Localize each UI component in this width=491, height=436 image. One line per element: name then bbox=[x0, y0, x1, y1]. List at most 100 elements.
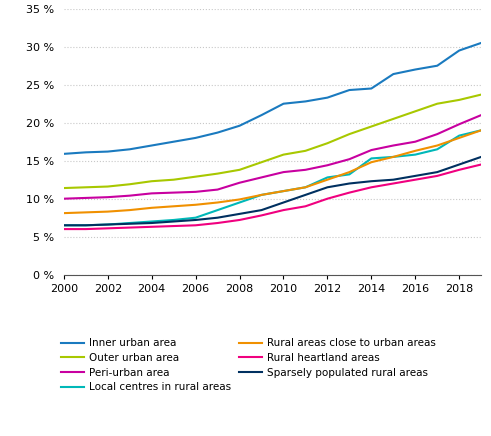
Peri-urban area bbox=[478, 112, 484, 118]
Rural heartland areas bbox=[347, 190, 353, 195]
Rural heartland areas bbox=[412, 177, 418, 182]
Outer urban area bbox=[325, 140, 330, 146]
Peri-urban area bbox=[237, 180, 243, 185]
Rural heartland areas bbox=[435, 173, 440, 178]
Rural areas close to urban areas bbox=[478, 128, 484, 133]
Local centres in rural areas bbox=[149, 219, 155, 224]
Outer urban area bbox=[61, 185, 67, 191]
Peri-urban area bbox=[280, 170, 286, 175]
Sparsely populated rural areas bbox=[280, 200, 286, 205]
Rural areas close to urban areas bbox=[127, 208, 133, 213]
Sparsely populated rural areas bbox=[192, 218, 198, 223]
Outer urban area bbox=[171, 177, 177, 182]
Sparsely populated rural areas bbox=[368, 179, 374, 184]
Outer urban area bbox=[280, 152, 286, 157]
Inner urban area bbox=[105, 149, 110, 154]
Inner urban area bbox=[280, 101, 286, 106]
Inner urban area bbox=[61, 151, 67, 157]
Local centres in rural areas bbox=[215, 208, 220, 213]
Sparsely populated rural areas bbox=[105, 222, 110, 227]
Peri-urban area bbox=[435, 132, 440, 137]
Sparsely populated rural areas bbox=[127, 221, 133, 226]
Rural heartland areas bbox=[325, 196, 330, 201]
Rural heartland areas bbox=[215, 220, 220, 225]
Outer urban area bbox=[368, 124, 374, 129]
Peri-urban area bbox=[390, 143, 396, 148]
Sparsely populated rural areas bbox=[171, 219, 177, 224]
Local centres in rural areas bbox=[347, 172, 353, 177]
Rural areas close to urban areas bbox=[105, 209, 110, 214]
Outer urban area bbox=[412, 109, 418, 114]
Sparsely populated rural areas bbox=[325, 185, 330, 190]
Sparsely populated rural areas bbox=[435, 170, 440, 175]
Outer urban area bbox=[456, 97, 462, 102]
Inner urban area bbox=[347, 87, 353, 92]
Local centres in rural areas bbox=[412, 152, 418, 157]
Outer urban area bbox=[83, 185, 89, 190]
Local centres in rural areas bbox=[61, 223, 67, 228]
Inner urban area bbox=[149, 143, 155, 148]
Rural areas close to urban areas bbox=[368, 160, 374, 165]
Line: Sparsely populated rural areas: Sparsely populated rural areas bbox=[64, 157, 481, 225]
Line: Local centres in rural areas: Local centres in rural areas bbox=[64, 130, 481, 225]
Line: Rural heartland areas: Rural heartland areas bbox=[64, 164, 481, 229]
Rural areas close to urban areas bbox=[259, 192, 265, 198]
Line: Peri-urban area: Peri-urban area bbox=[64, 115, 481, 199]
Rural heartland areas bbox=[105, 226, 110, 231]
Local centres in rural areas bbox=[390, 154, 396, 160]
Line: Outer urban area: Outer urban area bbox=[64, 95, 481, 188]
Peri-urban area bbox=[171, 190, 177, 195]
Peri-urban area bbox=[412, 139, 418, 144]
Inner urban area bbox=[192, 135, 198, 140]
Sparsely populated rural areas bbox=[259, 208, 265, 213]
Rural heartland areas bbox=[149, 224, 155, 229]
Peri-urban area bbox=[456, 122, 462, 127]
Inner urban area bbox=[478, 40, 484, 45]
Local centres in rural areas bbox=[368, 156, 374, 161]
Rural heartland areas bbox=[478, 162, 484, 167]
Local centres in rural areas bbox=[83, 223, 89, 228]
Rural areas close to urban areas bbox=[456, 135, 462, 140]
Inner urban area bbox=[412, 67, 418, 72]
Peri-urban area bbox=[192, 189, 198, 194]
Rural areas close to urban areas bbox=[390, 154, 396, 160]
Rural heartland areas bbox=[127, 225, 133, 230]
Rural heartland areas bbox=[368, 185, 374, 190]
Inner urban area bbox=[237, 123, 243, 128]
Sparsely populated rural areas bbox=[412, 173, 418, 178]
Peri-urban area bbox=[105, 194, 110, 200]
Rural heartland areas bbox=[302, 204, 308, 209]
Rural areas close to urban areas bbox=[435, 143, 440, 148]
Outer urban area bbox=[259, 160, 265, 165]
Inner urban area bbox=[127, 146, 133, 152]
Inner urban area bbox=[325, 95, 330, 100]
Sparsely populated rural areas bbox=[347, 181, 353, 186]
Inner urban area bbox=[259, 112, 265, 118]
Local centres in rural areas bbox=[280, 188, 286, 194]
Sparsely populated rural areas bbox=[149, 220, 155, 225]
Rural heartland areas bbox=[171, 223, 177, 228]
Sparsely populated rural areas bbox=[478, 154, 484, 160]
Rural heartland areas bbox=[61, 226, 67, 232]
Outer urban area bbox=[192, 174, 198, 179]
Local centres in rural areas bbox=[127, 220, 133, 225]
Rural areas close to urban areas bbox=[302, 185, 308, 190]
Outer urban area bbox=[149, 179, 155, 184]
Rural heartland areas bbox=[192, 223, 198, 228]
Local centres in rural areas bbox=[456, 133, 462, 138]
Sparsely populated rural areas bbox=[237, 211, 243, 217]
Peri-urban area bbox=[215, 187, 220, 192]
Outer urban area bbox=[237, 167, 243, 172]
Inner urban area bbox=[83, 150, 89, 155]
Inner urban area bbox=[390, 72, 396, 77]
Peri-urban area bbox=[302, 167, 308, 172]
Peri-urban area bbox=[259, 175, 265, 180]
Peri-urban area bbox=[368, 147, 374, 153]
Outer urban area bbox=[347, 132, 353, 137]
Sparsely populated rural areas bbox=[215, 215, 220, 220]
Local centres in rural areas bbox=[302, 185, 308, 190]
Rural areas close to urban areas bbox=[215, 200, 220, 205]
Rural areas close to urban areas bbox=[192, 202, 198, 208]
Sparsely populated rural areas bbox=[456, 162, 462, 167]
Outer urban area bbox=[105, 184, 110, 189]
